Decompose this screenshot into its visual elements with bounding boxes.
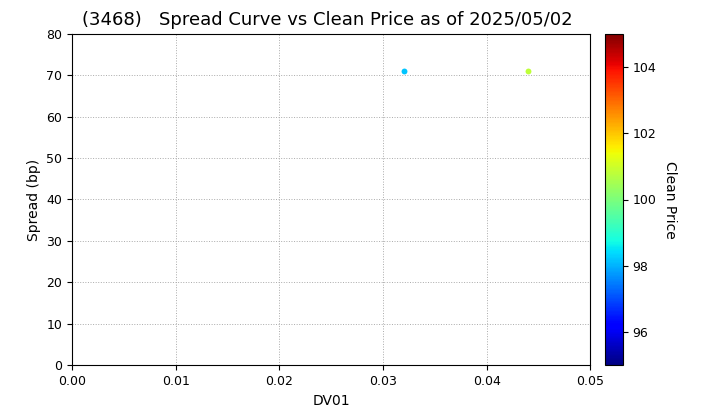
- Y-axis label: Clean Price: Clean Price: [663, 160, 678, 239]
- Point: [523, 68, 534, 74]
- Text: (3468)   Spread Curve vs Clean Price as of 2025/05/02: (3468) Spread Curve vs Clean Price as of…: [82, 11, 573, 29]
- X-axis label: DV01: DV01: [312, 394, 350, 408]
- Y-axis label: Spread (bp): Spread (bp): [27, 158, 41, 241]
- Point: [398, 68, 410, 74]
